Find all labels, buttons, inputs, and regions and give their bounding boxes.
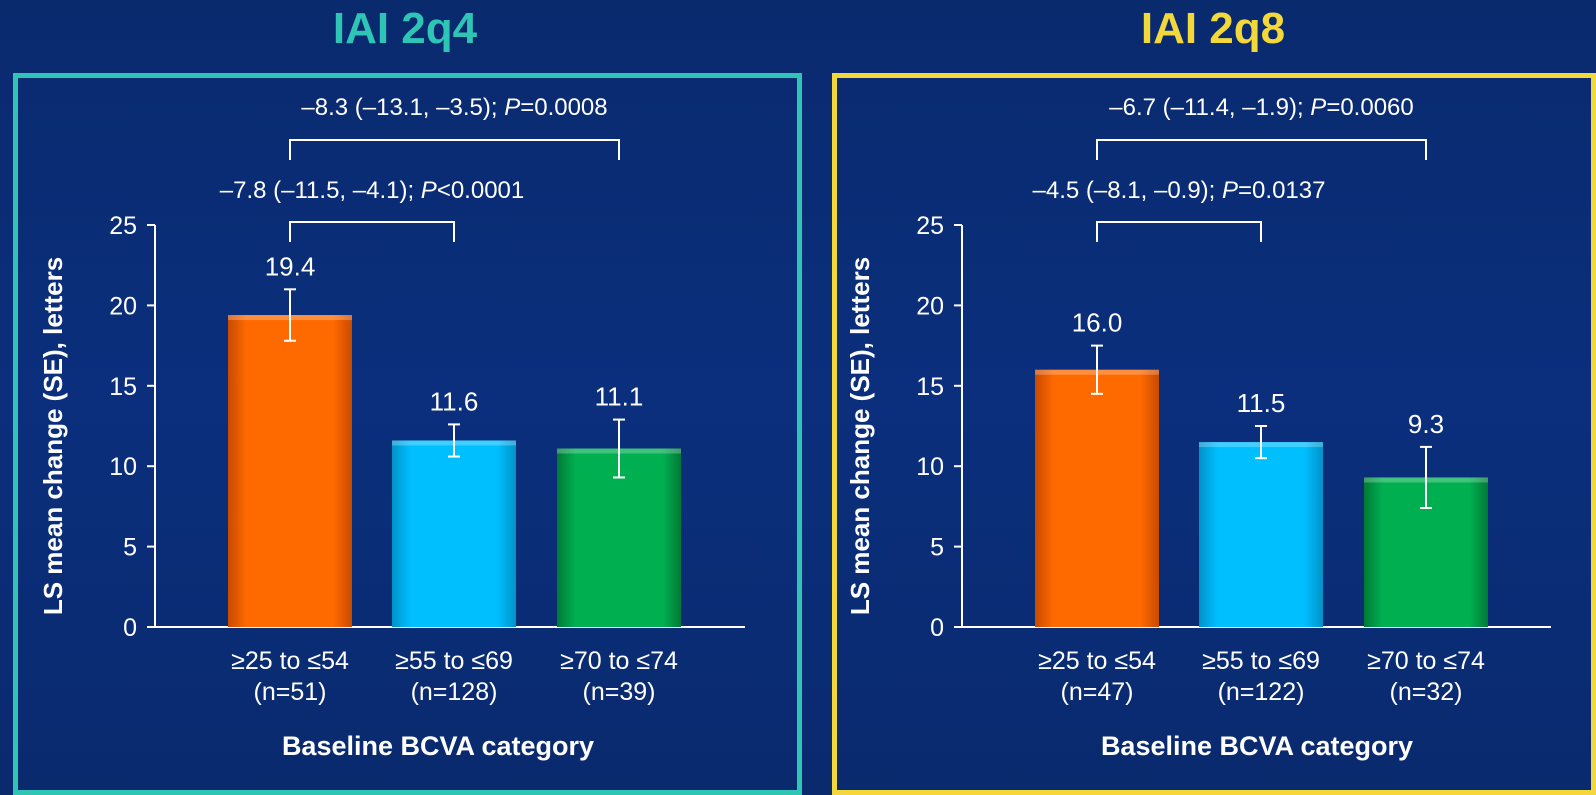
panel2-bar-1: [1035, 369, 1159, 627]
panel1-y-tick-label: 0: [123, 614, 137, 642]
panel1-bar-2: [392, 440, 516, 627]
panel1-category-n-3: (n=39): [583, 678, 656, 706]
panel1-data-label-1: 19.4: [265, 251, 316, 281]
panel2-y-tick-label: 25: [916, 212, 944, 240]
panel1-comparison-label-1: –8.3 (–13.1, –3.5); P=0.0008: [301, 94, 607, 121]
panel2-category-n-2: (n=122): [1218, 678, 1305, 706]
panel1-category-n-1: (n=51): [254, 678, 327, 706]
panel2-data-label-2: 11.5: [1237, 388, 1286, 418]
panel2-y-tick-label: 20: [916, 292, 944, 320]
panel1-data-label-3: 11.1: [595, 382, 644, 412]
panel1-y-axis-title: LS mean change (SE), letters: [38, 257, 68, 615]
panel2-comparison-bracket-2: [1096, 221, 1262, 242]
panel2-category-n-1: (n=47): [1061, 678, 1134, 706]
panel2-category-n-3: (n=32): [1390, 678, 1463, 706]
panel1-category-n-2: (n=128): [411, 678, 498, 706]
panel2-y-tick-label: 5: [930, 534, 944, 562]
panel1-category-label-2: ≥55 to ≤69: [395, 647, 513, 675]
panel2-comparison-label-2: –4.5 (–8.1, –0.9); P=0.0137: [1033, 177, 1326, 204]
panel1-category-label-3: ≥70 to ≤74: [560, 647, 678, 675]
panel1-category-label-1: ≥25 to ≤54: [231, 647, 349, 675]
panel2-data-label-1: 16.0: [1072, 308, 1123, 338]
panel1-data-label-2: 11.6: [430, 386, 479, 416]
panel2-category-label-3: ≥70 to ≤74: [1367, 647, 1485, 675]
panel1-y-tick-label: 25: [109, 212, 137, 240]
panel1-comparison-bracket-2: [289, 221, 455, 242]
panel1-x-axis-title: Baseline BCVA category: [282, 731, 594, 761]
panel1-y-tick-label: 20: [109, 292, 137, 320]
panel1-y-tick-label: 15: [109, 373, 137, 401]
panel1-y-tick-label: 10: [109, 453, 137, 481]
panel2-category-label-1: ≥25 to ≤54: [1038, 647, 1156, 675]
panel-frame-iai-2q4: [13, 73, 802, 795]
panel2-y-axis-title: LS mean change (SE), letters: [845, 257, 875, 615]
panel-title-iai-2q8: IAI 2q8: [1140, 4, 1286, 53]
panel1-comparison-label-2: –7.8 (–11.5, –4.1); P<0.0001: [220, 177, 524, 204]
panel2-x-axis-title: Baseline BCVA category: [1101, 731, 1413, 761]
panel2-data-label-3: 9.3: [1408, 409, 1444, 439]
panel1-comparison-bracket-1: [289, 139, 620, 160]
panel2-y-tick-label: 10: [916, 453, 944, 481]
panel-frame-iai-2q8: [832, 73, 1596, 795]
panel2-category-label-2: ≥55 to ≤69: [1202, 647, 1320, 675]
panel2-comparison-bracket-1: [1096, 139, 1427, 160]
panel2-y-tick-label: 15: [916, 373, 944, 401]
panel2-y-tick-label: 0: [930, 614, 944, 642]
panel-title-iai-2q4: IAI 2q4: [332, 4, 478, 53]
panel1-bar-1: [228, 315, 352, 627]
panel2-comparison-label-1: –6.7 (–11.4, –1.9); P=0.0060: [1109, 94, 1413, 121]
panel2-bar-2: [1199, 442, 1323, 627]
panel1-y-tick-label: 5: [123, 534, 137, 562]
